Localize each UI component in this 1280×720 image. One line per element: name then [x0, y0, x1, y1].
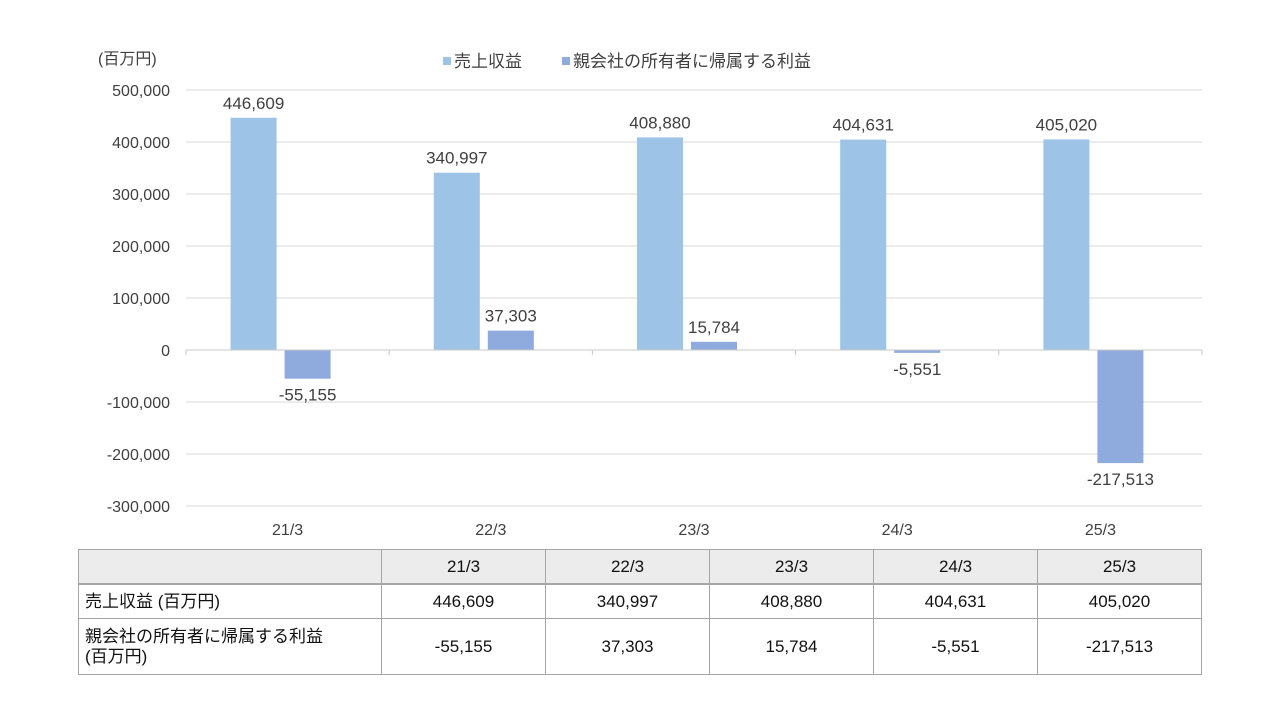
bar-revenue [1043, 139, 1090, 350]
table-header-row: 21/3 22/3 23/3 24/3 25/3 [78, 549, 1202, 585]
table-header-cell: 25/3 [1037, 549, 1202, 585]
bar-revenue [840, 139, 887, 350]
data-label: 340,997 [426, 149, 487, 168]
gridlines [186, 89, 1202, 507]
table-header-cell: 23/3 [709, 549, 874, 585]
data-label: 405,020 [1036, 115, 1097, 134]
x-category-label: 22/3 [475, 522, 506, 539]
bar-revenue [637, 137, 683, 350]
legend-swatch [562, 57, 570, 65]
y-axis-unit-label: (百万円) [98, 51, 157, 68]
y-tick-label: 100,000 [112, 291, 170, 308]
bar-revenue [433, 172, 480, 350]
legend-swatch [443, 57, 451, 65]
data-label: 408,880 [629, 113, 690, 132]
table-cell: 404,631 [873, 583, 1038, 619]
x-category-label: 24/3 [882, 522, 913, 539]
table-row-revenue: 売上収益 (百万円) 446,609 340,997 408,880 404,6… [78, 583, 1202, 619]
table-cell: -55,155 [381, 618, 546, 675]
table-row-profit: 親会社の所有者に帰属する利益 (百万円) -55,155 37,303 15,7… [78, 618, 1202, 675]
y-tick-label: 200,000 [112, 239, 170, 256]
data-label: 15,784 [688, 318, 740, 337]
data-label: 404,631 [832, 116, 893, 135]
y-tick-label: -200,000 [107, 447, 170, 464]
x-category-label: 21/3 [272, 522, 303, 539]
bar-profit [487, 330, 534, 350]
data-table: 21/3 22/3 23/3 24/3 25/3 売上収益 (百万円) 446,… [78, 549, 1202, 675]
data-label: 37,303 [485, 307, 537, 326]
table-header-cell: 24/3 [873, 549, 1038, 585]
y-tick-label: 0 [161, 343, 170, 360]
bar-profit [691, 341, 737, 350]
table-cell: 15,784 [709, 618, 874, 675]
y-tick-label: 300,000 [112, 187, 170, 204]
zero-axis [185, 349, 1203, 355]
legend: 売上収益 親会社の所有者に帰属する利益 [443, 52, 811, 71]
data-label: -217,513 [1087, 470, 1154, 489]
x-category-label: 23/3 [678, 522, 709, 539]
data-label: -5,551 [893, 360, 941, 379]
table-header-cell: 21/3 [381, 549, 546, 585]
y-axis-ticks: 500,000 400,000 300,000 200,000 100,000 0 -100… [107, 83, 170, 516]
table-cell: 405,020 [1037, 583, 1202, 619]
data-labels: 446,609 -55,155 340,997 37,303 408,880 15,784… [223, 94, 1154, 489]
table-cell: 37,303 [545, 618, 710, 675]
bar-revenue [230, 117, 277, 350]
table-cell: 408,880 [709, 583, 874, 619]
x-axis-categories: 21/3 22/3 23/3 24/3 25/3 [272, 522, 1116, 539]
data-label: 446,609 [223, 94, 284, 113]
data-label: -55,155 [279, 386, 337, 405]
bars [230, 117, 1144, 464]
y-tick-label: 500,000 [112, 83, 170, 100]
table-cell: -5,551 [873, 618, 1038, 675]
y-tick-label: -100,000 [107, 395, 170, 412]
table-header-cell [78, 549, 382, 585]
table-cell: 340,997 [545, 583, 710, 619]
legend-label: 親会社の所有者に帰属する利益 [573, 52, 811, 71]
legend-label: 売上収益 [454, 52, 522, 71]
table-row-label: 親会社の所有者に帰属する利益 (百万円) [78, 618, 382, 675]
bar-profit [894, 350, 941, 353]
y-tick-label: -300,000 [107, 499, 170, 516]
bar-chart: 500,000 400,000 300,000 200,000 100,000 0 -100… [98, 51, 1203, 539]
bar-profit [284, 350, 331, 379]
table-cell: 446,609 [381, 583, 546, 619]
bar-profit [1097, 350, 1144, 464]
table-cell: -217,513 [1037, 618, 1202, 675]
x-category-label: 25/3 [1085, 522, 1116, 539]
table-header-cell: 22/3 [545, 549, 710, 585]
y-tick-label: 400,000 [112, 135, 170, 152]
table-row-label: 売上収益 (百万円) [78, 583, 382, 619]
